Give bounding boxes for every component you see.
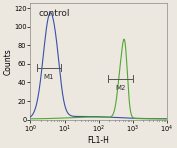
Text: M2: M2: [115, 85, 126, 91]
Text: M1: M1: [44, 74, 54, 80]
X-axis label: FL1-H: FL1-H: [88, 136, 110, 145]
Y-axis label: Counts: Counts: [4, 48, 12, 75]
Text: control: control: [39, 9, 70, 18]
